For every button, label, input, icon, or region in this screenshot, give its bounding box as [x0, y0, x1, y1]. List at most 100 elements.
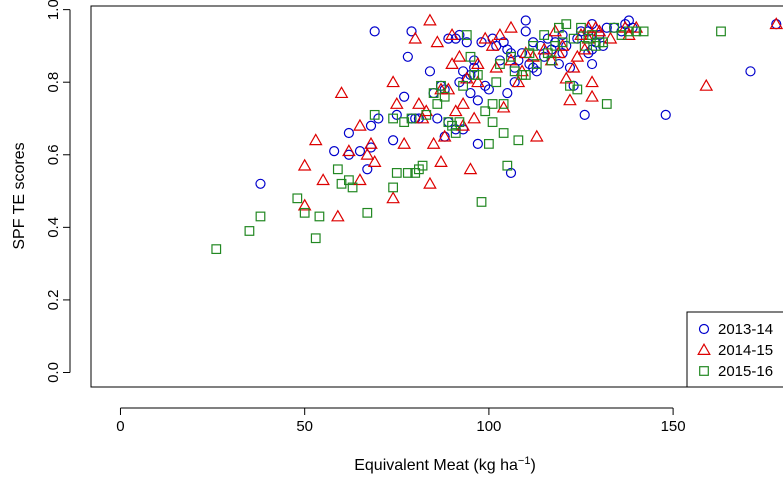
data-point-circle — [480, 80, 491, 91]
data-point-triangle — [386, 191, 400, 204]
data-point-triangle — [386, 75, 400, 88]
data-point-square — [572, 84, 583, 95]
data-point-circle — [329, 146, 340, 157]
data-point-circle — [505, 48, 517, 59]
data-point-square — [391, 168, 402, 178]
data-point-circle — [343, 127, 354, 139]
data-point-square — [590, 41, 601, 51]
data-point-triangle — [489, 60, 504, 73]
data-point-circle — [362, 164, 373, 175]
data-point-triangle — [456, 118, 470, 131]
data-point-circle — [472, 138, 483, 149]
data-point-square — [598, 37, 609, 48]
data-point-triangle — [570, 49, 585, 62]
data-point-triangle — [448, 104, 463, 117]
data-point-triangle — [353, 173, 367, 186]
data-point-square — [716, 26, 726, 37]
data-point-triangle — [452, 49, 467, 62]
data-point-square — [347, 182, 358, 193]
data-point-triangle — [334, 86, 349, 99]
x-tick-label: 100 — [476, 418, 501, 435]
data-point-circle — [465, 87, 476, 99]
data-point-triangle — [316, 173, 330, 186]
x-axis: 0 50 100 150 — [116, 407, 686, 435]
series-2014-15 — [297, 13, 783, 222]
data-point-square — [428, 88, 439, 98]
data-point-square — [343, 175, 354, 186]
data-point-circle — [424, 66, 436, 77]
legend-label: 2013-14 — [718, 321, 773, 338]
data-point-square — [436, 80, 446, 91]
data-point-square — [413, 164, 424, 175]
data-points — [211, 13, 783, 255]
data-point-triangle — [437, 129, 452, 142]
legend: 2013-14 2014-15 2015-16 — [686, 311, 783, 388]
legend-item: 2015-16 — [699, 363, 773, 380]
data-point-square — [509, 66, 520, 77]
data-point-square — [557, 37, 568, 48]
data-point-triangle — [445, 28, 459, 40]
data-point-triangle — [529, 129, 544, 142]
data-point-triangle — [426, 136, 441, 149]
data-point-circle — [469, 62, 480, 73]
data-point-triangle — [493, 28, 507, 40]
data-point-triangle — [463, 162, 478, 175]
y-tick-label: 0.4 — [45, 217, 62, 238]
data-point-triangle — [504, 53, 518, 66]
data-point-triangle — [408, 31, 423, 44]
y-tick-label: 0.0 — [45, 362, 62, 383]
data-point-square — [483, 138, 494, 149]
data-point-triangle — [548, 24, 563, 37]
data-point-triangle — [412, 96, 426, 109]
data-point-circle — [505, 167, 517, 179]
data-point-square — [450, 128, 461, 138]
data-point-square — [402, 168, 413, 178]
data-point-square — [388, 182, 399, 193]
data-point-triangle — [423, 13, 437, 26]
data-point-triangle — [353, 118, 367, 131]
data-point-square — [399, 117, 410, 128]
data-point-square — [568, 33, 579, 44]
data-point-triangle — [478, 31, 493, 44]
data-point-circle — [365, 120, 377, 131]
data-point-circle — [586, 58, 598, 70]
data-point-circle — [553, 58, 564, 70]
data-point-square — [513, 135, 524, 146]
data-point-triangle — [769, 17, 783, 30]
data-point-square — [506, 51, 516, 62]
legend-label: 2014-15 — [718, 342, 773, 359]
x-axis-title-text: Equivalent Meat (kg ha — [354, 457, 518, 474]
data-point-square — [369, 109, 380, 120]
data-point-square — [623, 26, 634, 37]
data-point-circle — [745, 66, 756, 77]
data-point-square — [410, 168, 421, 178]
data-point-square — [498, 99, 509, 109]
data-point-square — [531, 59, 542, 69]
data-point-circle — [443, 33, 454, 44]
data-point-square — [336, 178, 347, 189]
y-tick-label: 0.8 — [45, 72, 62, 93]
data-point-triangle — [526, 49, 540, 62]
data-point-triangle — [308, 133, 323, 146]
data-point-square — [565, 80, 575, 91]
data-point-circle — [524, 58, 535, 70]
data-point-square — [332, 164, 343, 175]
data-point-circle — [520, 26, 531, 37]
data-point-square — [447, 120, 457, 131]
data-point-circle — [354, 146, 366, 157]
data-point-triangle — [577, 42, 592, 55]
data-point-circle — [388, 135, 399, 146]
data-point-circle — [483, 84, 494, 95]
data-point-triangle — [331, 209, 345, 222]
data-point-square — [616, 30, 627, 40]
data-point-square — [495, 59, 505, 69]
x-axis-title-close: ) — [530, 457, 535, 474]
data-point-triangle — [397, 136, 411, 149]
legend-marker-circle — [698, 323, 710, 335]
data-point-circle — [472, 95, 483, 106]
data-point-square — [439, 91, 450, 102]
data-point-triangle — [360, 147, 375, 160]
data-point-square — [579, 41, 590, 51]
data-point-triangle — [471, 57, 485, 70]
data-point-square — [310, 233, 321, 244]
